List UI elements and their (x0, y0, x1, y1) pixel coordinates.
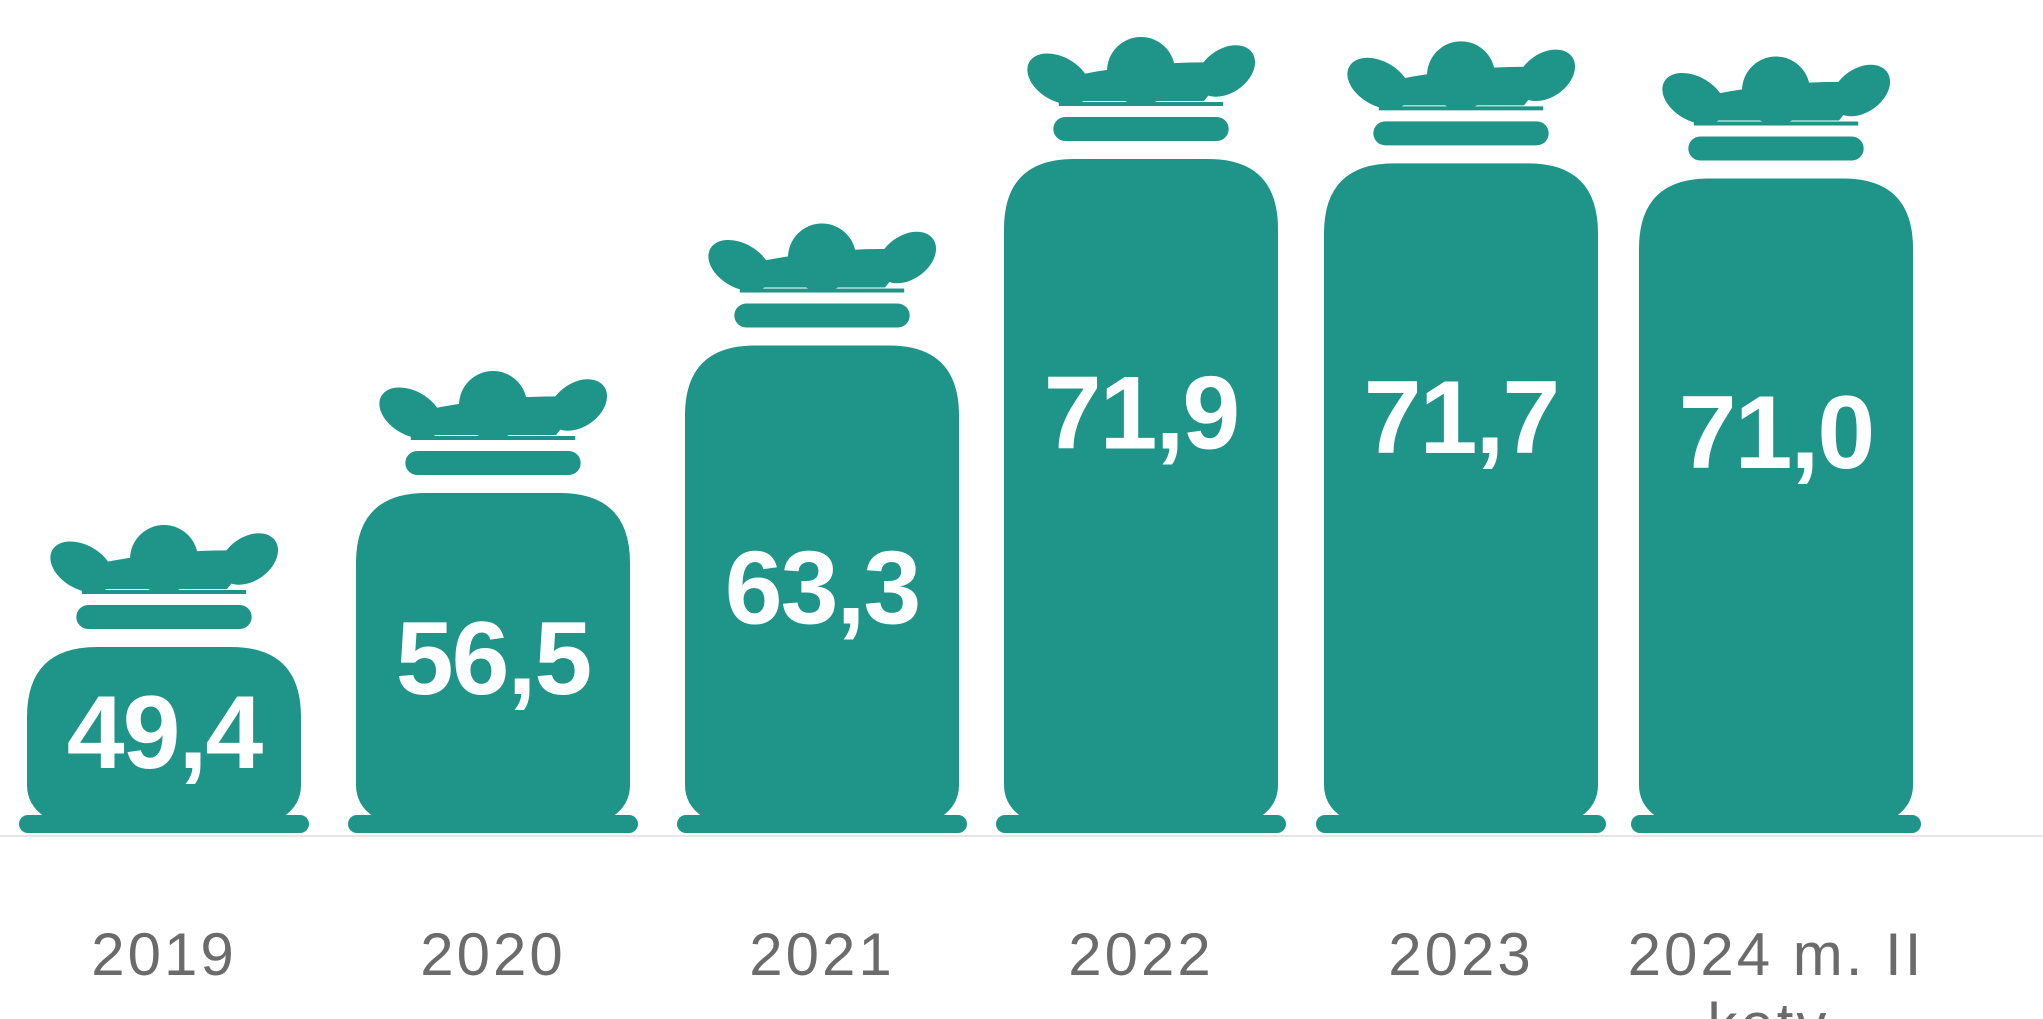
value-label: 71,7 (1364, 360, 1558, 476)
bag-tuft (402, 396, 587, 436)
x-tick-label: 2020 (420, 921, 566, 988)
value-label: 71,0 (1679, 375, 1873, 491)
bar (685, 345, 959, 817)
x-tick-label: 2019 (91, 921, 237, 988)
bag-tuft (731, 248, 916, 288)
value-label: 56,5 (396, 601, 590, 717)
bag-tuft (1050, 62, 1235, 101)
bag-neck (734, 303, 910, 328)
bag-foot (19, 815, 309, 833)
bag: 63,3 (677, 223, 967, 833)
bag-neck (1053, 117, 1229, 141)
bag-tie (1693, 121, 1859, 126)
bag: 71,0 (1631, 56, 1921, 833)
bag: 71,7 (1316, 41, 1606, 833)
bag-tie (81, 590, 247, 594)
bag-foot (348, 815, 638, 833)
value-label: 63,3 (725, 530, 919, 646)
bar (1324, 163, 1598, 818)
bag-tie (739, 288, 905, 293)
value-label: 49,4 (67, 675, 264, 791)
bag-tuft (73, 550, 258, 589)
x-tick-label: 2023 (1388, 921, 1534, 988)
bag: 71,9 (996, 37, 1286, 833)
bag-neck (1373, 121, 1549, 146)
bag-foot (1631, 815, 1921, 833)
bar (356, 493, 630, 817)
x-tick-label: 2022 (1068, 921, 1214, 988)
bag-foot (996, 815, 1286, 833)
bag-tie (1058, 102, 1224, 106)
bag-neck (1688, 136, 1864, 161)
bag: 49,4 (19, 525, 309, 833)
bar (1639, 178, 1913, 817)
bar (1004, 159, 1278, 817)
bar (27, 647, 301, 817)
bag-foot (677, 815, 967, 833)
bag-foot (1316, 815, 1606, 833)
bag-tuft (1370, 66, 1555, 106)
bag-neck (405, 451, 581, 476)
bag-tie (410, 436, 576, 441)
bag: 56,5 (348, 371, 638, 833)
bag-neck (76, 605, 252, 629)
bag-tie (1378, 106, 1544, 111)
bag-tuft (1685, 81, 1870, 121)
value-label: 71,9 (1044, 355, 1238, 471)
x-tick-label: 2021 (749, 921, 895, 988)
x-tick-label: 2024 m. II ketv. (1627, 921, 1925, 1019)
